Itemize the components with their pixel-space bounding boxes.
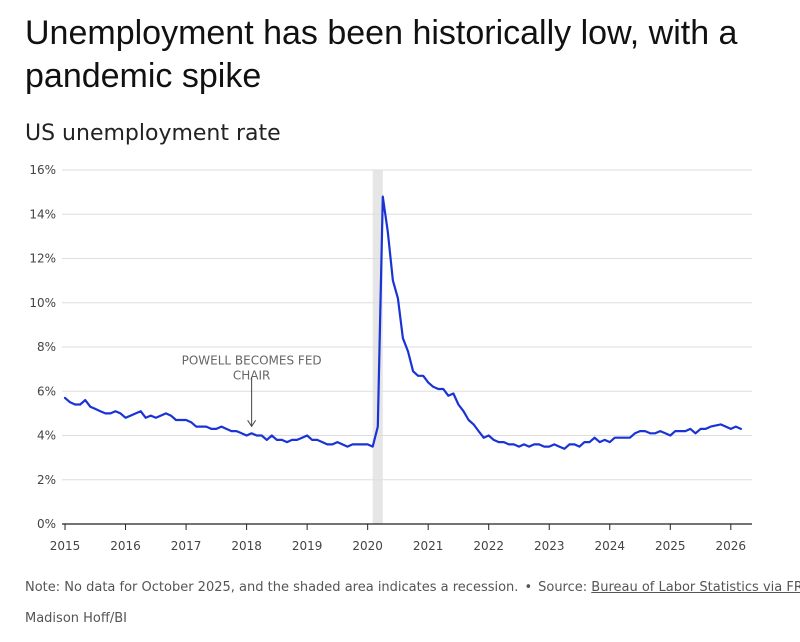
chart-subtitle: US unemployment rate (25, 121, 281, 146)
x-tick-label: 2020 (352, 539, 383, 553)
x-tick-label: 2024 (594, 539, 625, 553)
y-tick-label: 4% (37, 429, 56, 443)
x-tick-label: 2016 (110, 539, 141, 553)
line-layer (63, 195, 743, 450)
y-tick-label: 8% (37, 340, 56, 354)
y-tick-label: 2% (37, 473, 56, 487)
x-axis-ticks: 2015 2016 2017 2018 2019 2020 2021 2022 2023 2024… (50, 524, 746, 553)
y-tick-label: 12% (29, 252, 56, 266)
x-tick-label: 2017 (171, 539, 202, 553)
chart-footer: Note: No data for October 2025, and the … (25, 580, 800, 595)
source-prefix: Source: (538, 580, 588, 595)
footer-separator: • (524, 580, 533, 595)
x-tick-label: 2015 (50, 539, 81, 553)
y-tick-label: 14% (29, 207, 56, 221)
x-tick-label: 2026 (716, 539, 747, 553)
annotation-arrow-head (247, 420, 257, 428)
x-tick-label: 2018 (231, 539, 262, 553)
annotation-text: POWELL BECOMES FED (182, 353, 322, 367)
grid-layer (62, 169, 752, 525)
y-tick-label: 6% (37, 384, 56, 398)
x-tick-label: 2023 (534, 539, 565, 553)
chart-credit: Madison Hoff/BI (25, 611, 127, 626)
x-tick-label: 2025 (655, 539, 686, 553)
x-tick-label: 2022 (473, 539, 504, 553)
unemployment-rate-line (63, 195, 743, 450)
x-tick-label: 2019 (292, 539, 323, 553)
y-tick-label: 16% (29, 163, 56, 177)
chart-title: Unemployment has been historically low, … (25, 14, 738, 95)
y-tick-label: 10% (29, 296, 56, 310)
footer-note: Note: No data for October 2025, and the … (25, 580, 519, 595)
x-tick-label: 2021 (413, 539, 444, 553)
source-link[interactable]: Bureau of Labor Statistics via FRED (591, 580, 800, 595)
y-tick-label: 0% (37, 517, 56, 531)
unemployment-line-chart: 0%2%4%6%8%10%12%14%16% 2015 2016 2017 2018 2… (29, 163, 752, 553)
y-axis-ticks: 0% 2% 4% 6% 8% 10% 12% 14% 16% (29, 163, 56, 531)
annotation-text: CHAIR (233, 368, 271, 382)
